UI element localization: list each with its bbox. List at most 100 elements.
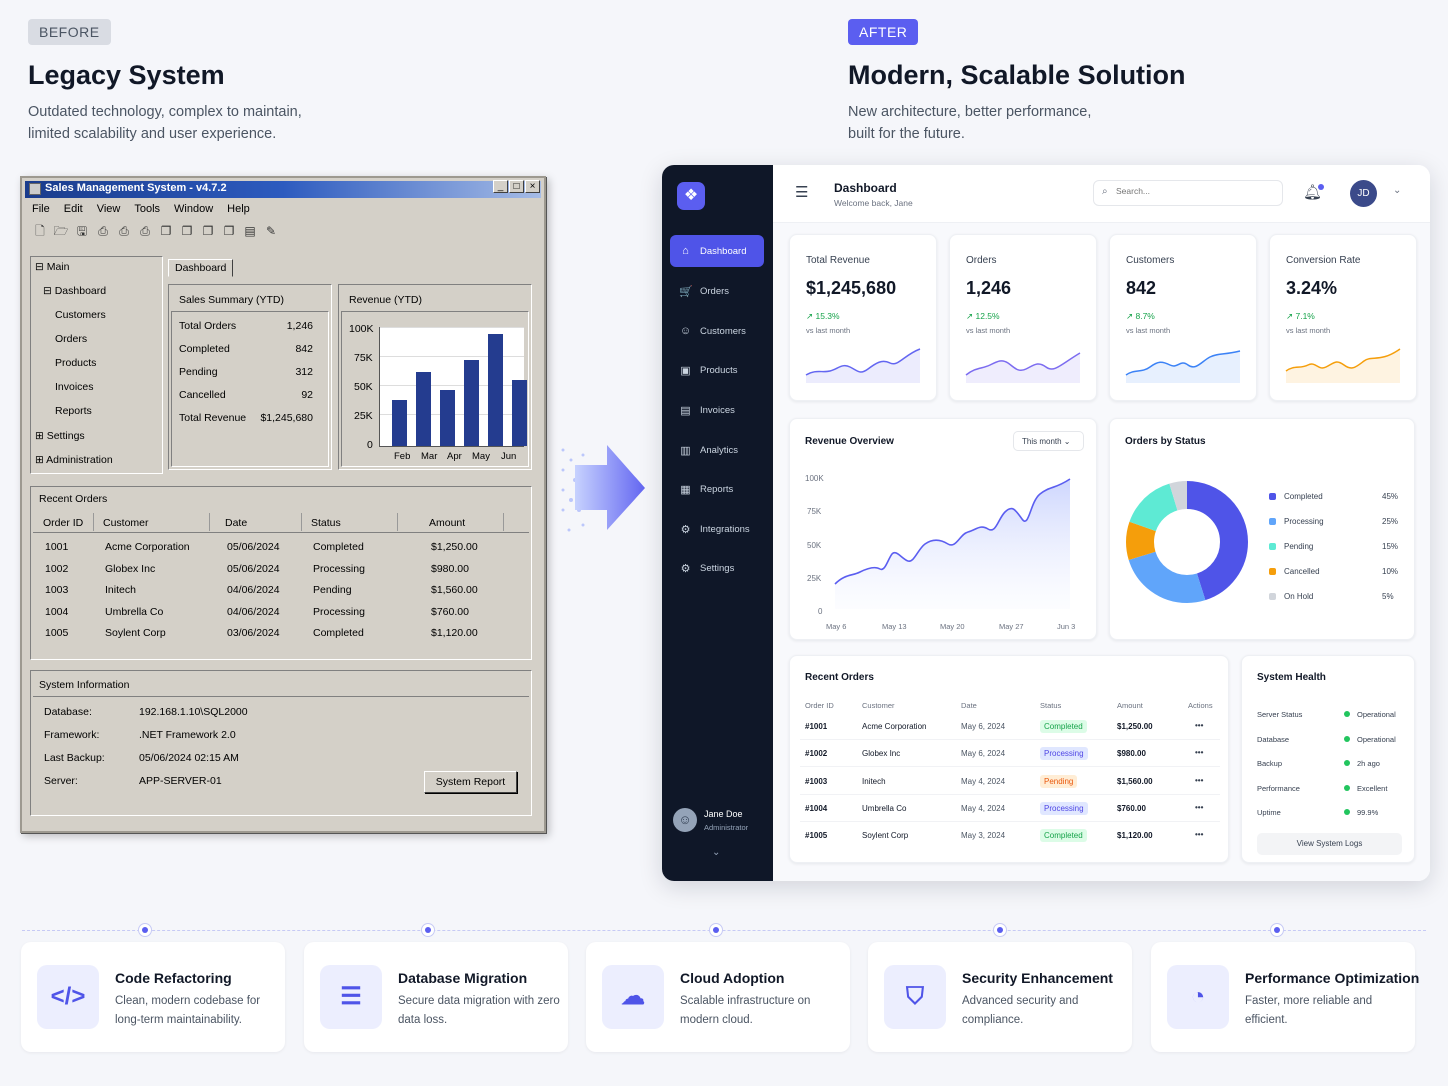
kpi-card[interactable]: Conversion Rate 3.24% ↗ 7.1% vs last month — [1269, 234, 1417, 401]
table-row[interactable] — [800, 798, 1220, 822]
sidebar-item-reports[interactable]: ▦ Reports — [670, 473, 764, 505]
search-box[interactable]: ⌕ — [1093, 180, 1283, 206]
tree-item-dashboard[interactable]: ⊟ Dashboard — [43, 285, 107, 297]
kpi-delta: ↗ 7.1% — [1286, 311, 1315, 321]
kpi-card[interactable]: Total Revenue $1,245,680 ↗ 15.3% vs last mo… — [789, 234, 937, 401]
table-row[interactable]: 1002 Globex Inc 05/06/2024 Processing $980.0… — [33, 561, 529, 579]
fax-icon[interactable]: ⎙ — [140, 224, 150, 238]
order-id[interactable]: #1001 — [805, 722, 828, 731]
table-row[interactable]: 1003 Initech 04/06/2024 Pending $1,560.00 — [33, 582, 529, 600]
avatar[interactable]: JD — [1350, 180, 1377, 207]
order-id[interactable]: #1003 — [805, 776, 828, 786]
menu-file[interactable]: File — [32, 203, 50, 215]
table-cell: 05/06/2024 — [227, 541, 280, 553]
table-row[interactable] — [800, 771, 1220, 795]
kpi-sparkline — [805, 348, 921, 383]
sidebar-item-integrations[interactable]: ⚙ Integrations — [670, 513, 764, 545]
tree-settings[interactable]: ⊞ Settings — [35, 430, 85, 442]
tree-item-customers[interactable]: Customers — [55, 309, 106, 321]
row-actions-button[interactable]: ••• — [1195, 721, 1204, 730]
paste-icon[interactable]: ❐ — [181, 224, 193, 238]
menu-view[interactable]: View — [96, 203, 121, 215]
revenue-line — [834, 478, 1071, 585]
cut-icon[interactable]: ❐ — [202, 224, 214, 238]
menu-edit[interactable]: Edit — [63, 203, 83, 215]
tree-administration[interactable]: ⊞ Administration — [35, 454, 113, 466]
close-button[interactable]: × — [525, 180, 540, 193]
user-avatar[interactable]: ☺ — [673, 808, 697, 832]
summary-label: Total Revenue — [179, 412, 247, 424]
order-date: May 4, 2024 — [961, 776, 1006, 786]
sidebar-item-orders[interactable]: 🛒 Orders — [670, 275, 764, 307]
kpi-delta: ↗ 8.7% — [1126, 311, 1155, 321]
table-row[interactable] — [800, 743, 1220, 768]
tree-item-orders[interactable]: Orders — [55, 333, 88, 345]
legacy-titlebar[interactable]: Sales Management System - v4.7.2 — [25, 181, 541, 198]
column-header[interactable]: Customer — [103, 517, 149, 529]
menu-help[interactable]: Help — [227, 203, 250, 215]
table-row[interactable] — [800, 716, 1220, 740]
tools-icon[interactable]: ✎ — [265, 224, 277, 238]
column-header[interactable]: Amount — [429, 517, 466, 529]
view-system-logs-button[interactable]: View System Logs — [1257, 833, 1402, 855]
save-icon[interactable]: 🖫 — [76, 224, 88, 238]
report-icon[interactable]: ▤ — [244, 224, 256, 238]
print-icon[interactable]: ⎙ — [98, 224, 108, 238]
system-report-button[interactable]: System Report — [424, 771, 517, 793]
row-actions-button[interactable]: ••• — [1195, 830, 1204, 840]
minimize-button[interactable]: _ — [493, 180, 508, 193]
sidebar-item-dashboard[interactable]: ⌂ Dashboard — [670, 235, 764, 267]
range-select[interactable]: This month ⌄ — [1013, 431, 1084, 451]
sidebar-item-invoices[interactable]: ▤ Invoices — [670, 394, 764, 426]
column-header[interactable]: Order ID — [43, 517, 84, 529]
tab-dashboard[interactable]: Dashboard — [168, 259, 234, 277]
y-tick-label: 0 — [818, 607, 823, 616]
chevron-down-icon[interactable]: ⌄ — [712, 847, 721, 858]
table-row[interactable]: 1001 Acme Corporation 05/06/2024 Completed $… — [33, 539, 529, 557]
tree-item-reports[interactable]: Reports — [55, 405, 92, 417]
order-id[interactable]: #1002 — [805, 749, 828, 759]
y-tick-label: 25K — [354, 410, 373, 422]
donut-slice-cancelled — [1126, 481, 1248, 603]
new-file-icon[interactable]: 🗋 — [35, 224, 45, 238]
open-folder-icon[interactable]: 🗁 — [53, 224, 69, 238]
tree-main[interactable]: ⊟ Main — [35, 261, 70, 273]
search-input[interactable] — [1116, 186, 1276, 196]
sidebar-item-products[interactable]: ▣ Products — [670, 354, 764, 386]
logo-icon[interactable]: ❖ — [677, 182, 705, 210]
order-id[interactable]: #1005 — [805, 831, 828, 841]
copy-icon[interactable]: ❐ — [160, 224, 172, 238]
print-preview-icon[interactable]: ⎙ — [119, 224, 129, 238]
revenue-overview-card: Revenue Overview This month ⌄ 100K 75K 5… — [789, 418, 1097, 640]
sidebar-item-analytics[interactable]: ▥ Analytics — [670, 434, 764, 466]
sidebar-item-customers[interactable]: ☺ Customers — [670, 315, 764, 347]
x-tick-label: May 20 — [940, 622, 965, 631]
before-subtitle: Outdated technology, complex to maintain… — [28, 104, 302, 142]
order-id[interactable]: #1004 — [805, 803, 828, 813]
table-cell: Pending — [313, 584, 352, 596]
menu-icon[interactable]: ☰ — [795, 184, 809, 201]
table-cell: $1,120.00 — [431, 627, 478, 639]
table-row[interactable]: 1005 Soylent Corp 03/06/2024 Completed $1,12… — [33, 625, 529, 643]
column-header[interactable]: Date — [225, 517, 248, 529]
tree-item-invoices[interactable]: Invoices — [55, 381, 94, 393]
bell-icon[interactable]: 🔔︎ — [1303, 184, 1323, 201]
row-actions-button[interactable]: ••• — [1195, 748, 1204, 758]
chevron-down-icon[interactable]: ⌄ — [1393, 185, 1402, 196]
tree-item-products[interactable]: Products — [55, 357, 97, 369]
order-date: May 4, 2024 — [961, 803, 1006, 813]
menu-tools[interactable]: Tools — [134, 203, 161, 215]
y-tick-label: 100K — [349, 323, 374, 335]
menu-window[interactable]: Window — [174, 203, 214, 215]
row-actions-button[interactable]: ••• — [1195, 775, 1204, 785]
sidebar-item-settings[interactable]: ⚙ Settings — [670, 552, 764, 584]
maximize-button[interactable]: □ — [509, 180, 524, 193]
column-header[interactable]: Status — [311, 517, 341, 529]
table-row[interactable]: 1004 Umbrella Co 04/06/2024 Processing $760.… — [33, 604, 529, 622]
kpi-card[interactable]: Customers 842 ↗ 8.7% vs last month — [1109, 234, 1257, 401]
export-icon[interactable]: ❐ — [223, 224, 235, 238]
kpi-card[interactable]: Orders 1,246 ↗ 12.5% vs last month — [949, 234, 1097, 401]
kpi-sparkline — [965, 352, 1081, 383]
donut-slice-on-hold — [1126, 481, 1248, 603]
row-actions-button[interactable]: ••• — [1195, 802, 1204, 812]
